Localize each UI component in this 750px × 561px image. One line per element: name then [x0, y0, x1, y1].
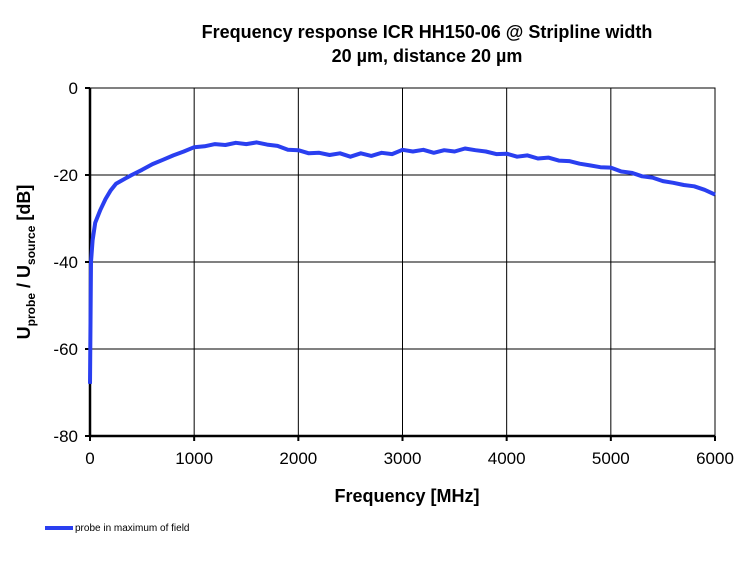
data-point: [443, 149, 445, 151]
data-point: [641, 175, 643, 177]
data-point: [224, 144, 226, 146]
y-tick-label: -20: [53, 166, 78, 185]
y-tick-label: -40: [53, 253, 78, 272]
data-point: [318, 152, 320, 154]
data-point: [506, 153, 508, 155]
data-point: [662, 180, 664, 182]
data-point: [527, 154, 528, 156]
data-point: [610, 167, 612, 169]
data-point: [235, 142, 237, 144]
data-point: [162, 159, 164, 161]
chart-title-line-2: 20 µm, distance 20 µm: [332, 46, 523, 66]
data-point: [714, 194, 716, 196]
data-point: [693, 185, 695, 187]
data-point: [90, 261, 92, 263]
x-tick-label: 5000: [592, 449, 630, 468]
data-point: [110, 189, 112, 191]
data-point: [245, 143, 247, 145]
data-point: [495, 153, 497, 155]
data-point: [631, 172, 633, 174]
data-point: [183, 151, 185, 153]
data-point: [92, 239, 94, 241]
data-point: [349, 156, 351, 158]
data-point: [94, 222, 96, 224]
data-point: [391, 153, 393, 155]
x-tick-label: 4000: [488, 449, 526, 468]
y-tick-label: -80: [53, 427, 78, 446]
data-point: [402, 149, 403, 151]
x-tick-label: 2000: [279, 449, 317, 468]
y-tick-label: -60: [53, 340, 78, 359]
data-point: [433, 152, 435, 154]
data-point: [589, 164, 591, 166]
tick-labels: 0 1000 2000 3000 4000 5000 6000 0 -20 -40 -60 -80: [53, 79, 733, 468]
data-point: [141, 169, 143, 171]
data-point: [105, 198, 107, 200]
data-point: [547, 157, 549, 159]
data-point: [568, 160, 570, 162]
x-tick-label: 0: [85, 449, 94, 468]
data-point: [579, 163, 581, 165]
data-point: [704, 189, 706, 191]
data-point: [266, 144, 268, 146]
data-point: [193, 146, 195, 148]
data-point: [204, 145, 206, 147]
data-point: [485, 151, 487, 153]
y-tick-label: 0: [69, 79, 78, 98]
data-point: [516, 156, 518, 158]
data-point: [620, 171, 622, 173]
x-tick-label: 1000: [175, 449, 213, 468]
data-point: [277, 145, 278, 147]
data-point: [360, 152, 362, 154]
data-point: [370, 155, 372, 157]
data-point: [329, 154, 331, 156]
data-point: [152, 163, 153, 165]
legend: probe in maximum of field: [45, 523, 190, 534]
data-point: [537, 157, 539, 159]
data-point: [652, 177, 653, 179]
x-tick-label: 3000: [384, 449, 422, 468]
data-point: [474, 149, 476, 151]
chart-title-line-1: Frequency response ICR HH150-06 @ Stripl…: [202, 22, 653, 42]
data-point: [214, 143, 216, 145]
data-point: [297, 149, 299, 151]
data-point: [454, 151, 456, 153]
data-point: [422, 149, 424, 151]
data-point: [131, 174, 133, 176]
data-point: [89, 383, 91, 385]
data-point: [287, 149, 289, 151]
x-tick-label: 6000: [696, 449, 734, 468]
data-point: [412, 151, 414, 153]
data-point: [339, 152, 341, 154]
y-axis-label: Uprobe / Usource [dB]: [14, 185, 38, 340]
data-point: [558, 160, 560, 162]
data-point: [256, 141, 258, 143]
x-axis-label: Frequency [MHz]: [334, 486, 479, 506]
data-point: [99, 209, 101, 211]
data-point: [115, 183, 117, 185]
legend-label: probe in maximum of field: [75, 523, 190, 534]
data-point: [308, 152, 310, 154]
series-line: [88, 140, 716, 384]
data-point: [120, 180, 122, 182]
grid: [85, 87, 716, 441]
data-point: [683, 184, 685, 186]
data-point: [381, 152, 383, 154]
data-point: [464, 147, 466, 149]
series-layer: [88, 140, 716, 385]
data-point: [599, 166, 601, 168]
data-point: [172, 154, 174, 156]
data-point: [672, 182, 674, 184]
